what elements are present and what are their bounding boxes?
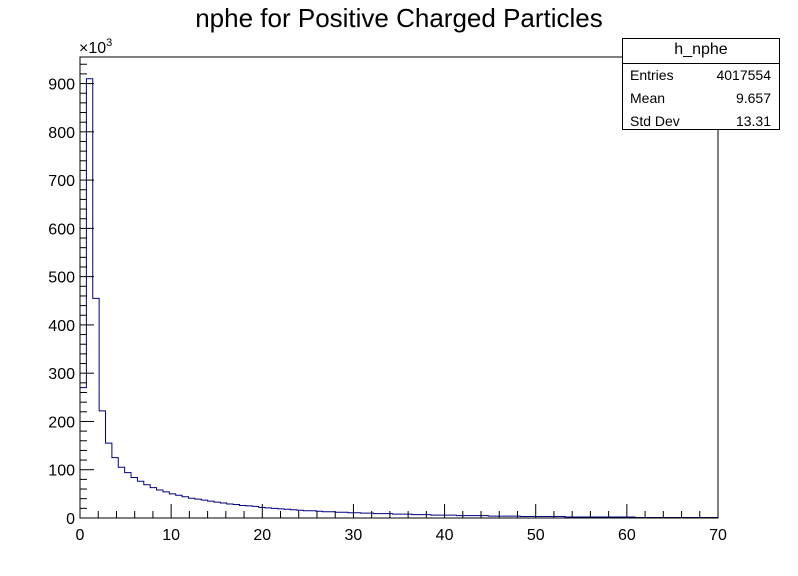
- plot-frame: [79, 56, 719, 519]
- x-tick-label: 70: [709, 527, 727, 544]
- x-tick-label: 60: [618, 527, 636, 544]
- x-tick-label: 40: [436, 527, 454, 544]
- y-tick-label: 500: [48, 270, 75, 287]
- x-tick-label: 30: [345, 527, 363, 544]
- y-tick-label: 600: [48, 221, 75, 238]
- x-axis: 0 10 20 30 40 50 60 70: [76, 504, 727, 544]
- stats-stddev-value: 13.31: [735, 113, 771, 129]
- stats-row-entries: Entries 4017554: [623, 64, 779, 87]
- stats-row-mean: Mean 9.657: [623, 87, 779, 110]
- y-tick-label: 100: [48, 463, 75, 480]
- x-tick-label: 50: [527, 527, 545, 544]
- chart-title: nphe for Positive Charged Particles: [195, 3, 603, 33]
- histogram-layer: [79, 78, 719, 519]
- y-tick-label: 300: [48, 366, 75, 383]
- x-tick-label: 0: [76, 527, 85, 544]
- histogram-series: [79, 78, 719, 519]
- x-tick-label: 20: [253, 527, 271, 544]
- y-tick-label: 400: [48, 318, 75, 335]
- y-multiplier-label: ×103: [79, 37, 112, 57]
- y-tick-label: 0: [66, 511, 75, 528]
- stats-entries-value: 4017554: [716, 67, 771, 83]
- y-tick-label: 200: [48, 414, 75, 431]
- stats-box: h_nphe Entries 4017554 Mean 9.657 Std De…: [622, 38, 780, 130]
- x-tick-label: 10: [162, 527, 180, 544]
- y-tick-label: 800: [48, 125, 75, 142]
- stats-histogram-name: h_nphe: [623, 39, 779, 64]
- y-tick-label: 900: [48, 77, 75, 94]
- stats-stddev-label: Std Dev: [630, 113, 680, 129]
- stats-entries-label: Entries: [630, 67, 674, 83]
- y-axis: 0 100 200 300 400 500 600 700 800 900: [48, 63, 94, 528]
- y-tick-label: 700: [48, 173, 75, 190]
- stats-mean-value: 9.657: [735, 90, 771, 106]
- stats-row-stddev: Std Dev 13.31: [623, 110, 779, 133]
- stats-mean-label: Mean: [630, 90, 666, 106]
